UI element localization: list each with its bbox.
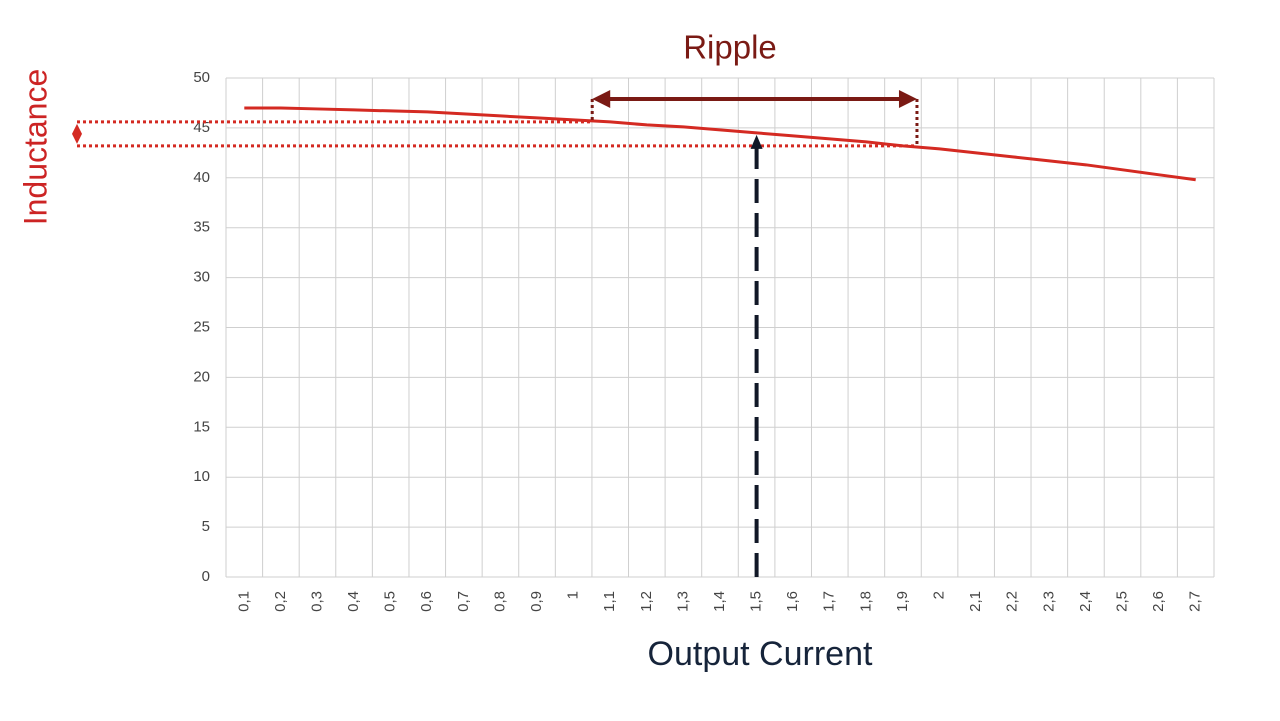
x-tick-label: 1,8 [857, 591, 874, 612]
y-tick-label: 5 [202, 518, 210, 535]
x-tick-label: 2,6 [1150, 591, 1167, 612]
operating-point-arrowhead [750, 134, 763, 149]
ripple-arrowhead-left [592, 90, 611, 108]
x-tick-label: 0,5 [382, 591, 399, 612]
inductance-marker [72, 123, 82, 144]
x-tick-label: 1,1 [601, 591, 618, 612]
data-line [244, 106, 1196, 182]
x-tick-label: 1,2 [638, 591, 655, 612]
x-tick-label: 0,6 [418, 591, 435, 612]
y-tick-label: 0 [202, 568, 210, 585]
x-tick-label: 2,1 [967, 591, 984, 612]
x-tick-label: 0,7 [455, 591, 472, 612]
y-tick-label: 40 [193, 169, 210, 186]
y-tick-label: 45 [193, 119, 210, 136]
x-tick-label: 1,3 [674, 591, 691, 612]
x-tick-label: 2,3 [1040, 591, 1057, 612]
x-tick-label: 1 [565, 591, 582, 599]
x-tick-label: 0,4 [345, 591, 362, 612]
x-tick-label: 1,4 [711, 591, 728, 612]
x-tick-label: 1,5 [748, 591, 765, 612]
y-axis-label: Inductance [17, 69, 53, 226]
y-tick-label: 15 [193, 418, 210, 435]
x-tick-label: 0,1 [235, 591, 252, 612]
ripple-arrowhead-right [898, 90, 917, 108]
y-tick-label: 20 [193, 368, 210, 385]
x-tick-label: 1,6 [784, 591, 801, 612]
x-tick-label: 2,4 [1077, 591, 1094, 612]
x-tick-label: 2,5 [1113, 591, 1130, 612]
y-tick-label: 25 [193, 318, 210, 335]
y-tick-label: 50 [193, 69, 210, 86]
chart-title: Ripple [683, 29, 777, 66]
x-axis-label: Output Current [648, 635, 873, 673]
y-tick-label: 10 [193, 468, 210, 485]
x-tick-label: 0,2 [272, 591, 289, 612]
x-tick-label: 0,8 [491, 591, 508, 612]
y-tick-label: 35 [193, 219, 210, 236]
x-tick-label: 1,7 [821, 591, 838, 612]
x-tick-label: 0,3 [308, 591, 325, 612]
x-tick-label: 2,2 [1004, 591, 1021, 612]
x-tick-label: 1,9 [894, 591, 911, 612]
x-tick-label: 0,9 [528, 591, 545, 612]
x-tick-label: 2 [931, 591, 948, 599]
x-tick-label: 2,7 [1187, 591, 1204, 612]
y-tick-label: 30 [193, 269, 210, 286]
